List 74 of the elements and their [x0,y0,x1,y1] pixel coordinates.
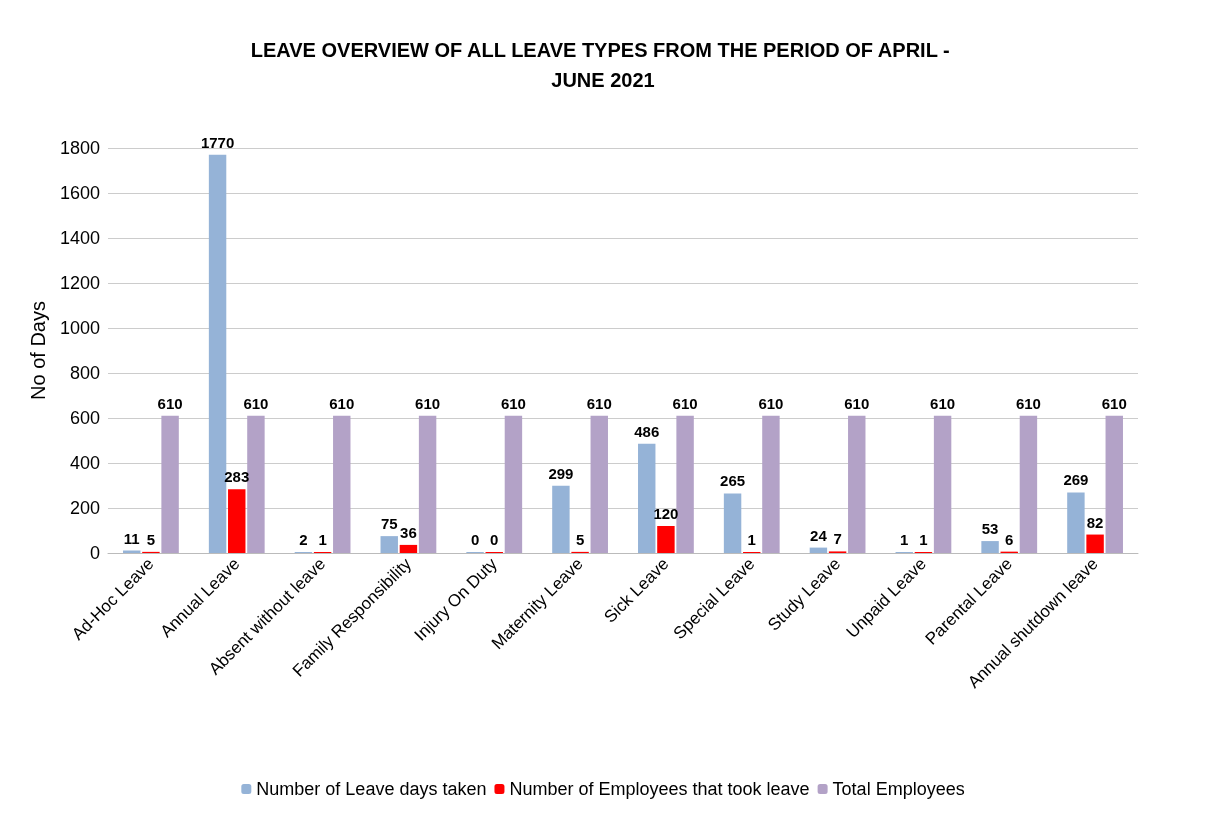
data-label: 11 [123,529,140,547]
bar [504,415,523,553]
bar [1067,492,1085,553]
bar [723,493,742,553]
y-tick-label: 0 [89,543,100,563]
bar [333,415,351,553]
data-label: 1770 [200,133,235,151]
y-tick-label: 200 [69,498,100,518]
data-label: 283 [224,468,250,486]
bar [1019,415,1038,553]
data-label: 75 [380,515,398,533]
data-label: 120 [653,505,679,522]
data-label: 610 [844,394,870,412]
data-label: 610 [758,394,784,412]
data-label: 265 [720,472,746,490]
bar [399,544,418,553]
bar [809,547,828,553]
y-tick-label: 1800 [59,138,100,158]
data-label: 1 [747,531,756,548]
data-label: 610 [243,394,269,412]
data-label: 1 [900,531,909,548]
bar [933,415,952,553]
legend-label: Number of Employees that took leave [509,779,810,799]
y-tick-label: 1400 [59,228,100,248]
bar [1105,415,1123,553]
data-label: 610 [500,394,526,412]
y-tick-label: 600 [69,408,100,428]
bar [418,415,437,553]
data-label: 6 [1005,530,1014,548]
y-tick-label: 1000 [59,318,100,338]
legend-label: Number of Leave days taken [256,779,487,799]
data-label: 1 [318,531,327,548]
bar [981,541,999,553]
data-label: 610 [1101,394,1127,412]
data-label: 299 [548,464,574,482]
y-tick-label: 1200 [59,273,100,293]
y-tick-label: 800 [69,363,100,383]
bar [676,415,694,553]
bar [228,489,246,553]
bar [380,536,398,553]
data-label: 610 [415,394,441,412]
data-label: 36 [400,523,417,541]
data-label: 610 [1015,394,1041,412]
data-label: 1 [919,531,928,548]
y-axis-title: No of Days [27,301,49,400]
data-label: 269 [1063,471,1089,489]
chart-title: LEAVE OVERVIEW OF ALL LEAVE TYPES FROM THE PERIOD OF APRIL - JUNE 2021 [250,39,956,91]
data-label: 5 [575,530,585,548]
bar [161,415,179,553]
data-label: 53 [981,520,999,538]
data-label: 7 [833,530,842,548]
data-label: 610 [586,394,612,412]
data-label: 610 [930,394,956,412]
data-label: 486 [634,422,660,440]
y-tick-label: 1600 [59,183,100,203]
data-label: 610 [672,394,698,412]
bar [590,415,608,553]
data-label: 610 [329,394,355,412]
data-label: 0 [470,531,480,548]
y-tick-label: 400 [69,453,100,473]
bar [657,526,675,553]
bar [762,415,780,553]
data-label: 24 [810,526,828,544]
bar [552,485,570,553]
bar [247,415,265,553]
bar [848,415,866,553]
data-label: 2 [299,531,308,548]
data-label: 0 [490,531,499,548]
data-label: 82 [1086,513,1104,531]
data-label: 610 [157,394,183,412]
bar [1086,534,1104,553]
bar [638,443,656,553]
data-label: 5 [146,530,156,548]
legend-label: Total Employees [832,779,965,799]
